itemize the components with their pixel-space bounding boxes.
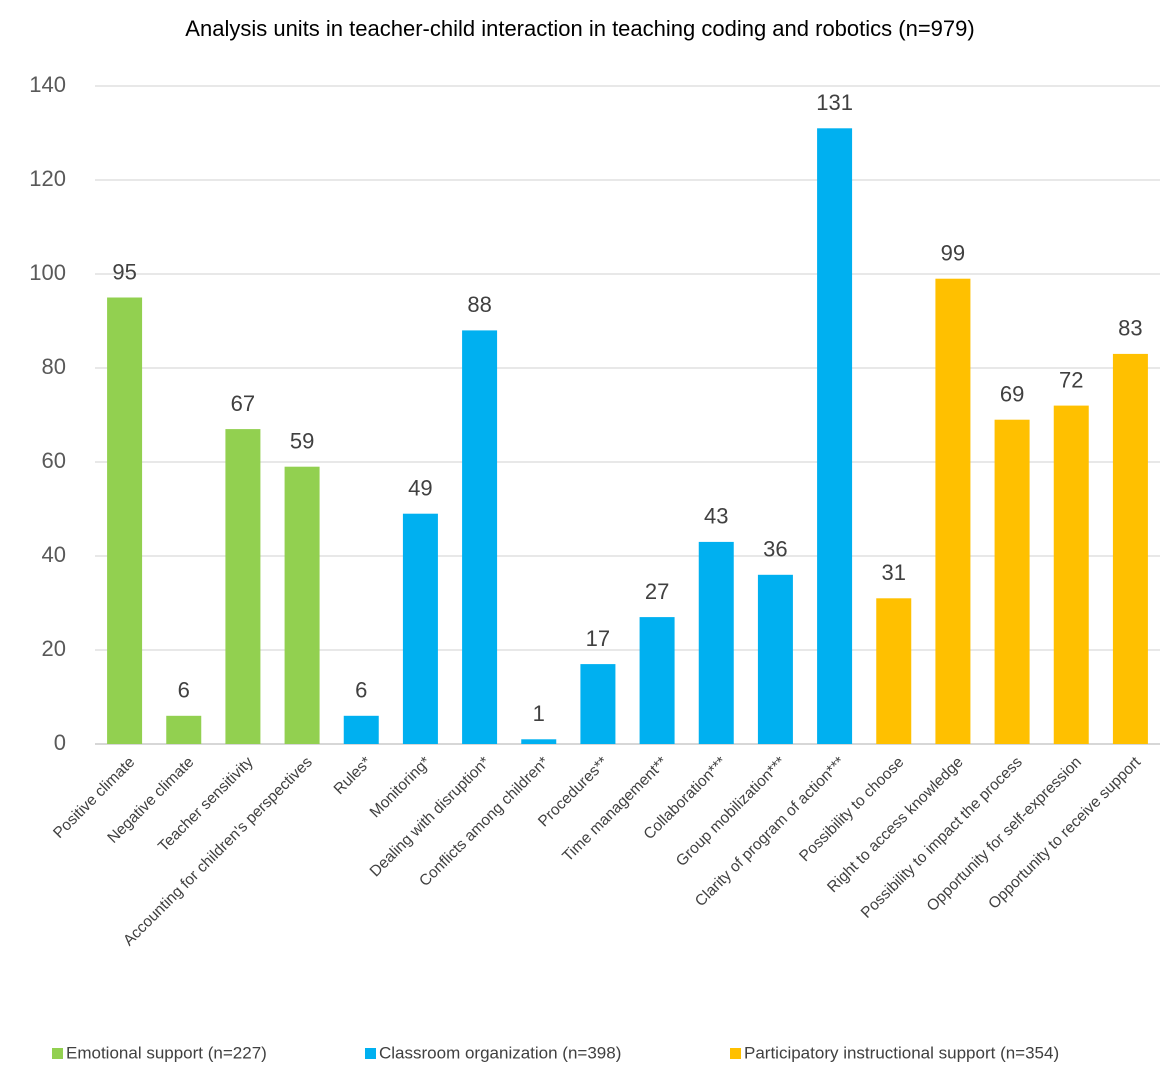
data-label: 6 [355,678,367,703]
data-label: 67 [231,391,255,416]
legend-label: Classroom organization (n=398) [379,1043,621,1062]
data-label: 69 [1000,382,1024,407]
bar [698,541,734,744]
data-label: 1 [533,701,545,726]
data-label: 43 [704,504,728,529]
y-tick-label: 120 [29,166,66,191]
data-label: 31 [882,560,906,585]
bar [639,617,675,744]
y-tick-label: 100 [29,260,66,285]
bar [757,574,793,744]
y-tick-label: 60 [42,448,66,473]
bar [284,466,320,744]
bar [994,419,1030,744]
data-label: 88 [467,292,491,317]
x-tick-label: Time management** [559,754,671,866]
data-label: 99 [941,241,965,266]
bar [107,297,143,744]
data-label: 49 [408,476,432,501]
bar [225,429,261,744]
data-label: 72 [1059,367,1083,392]
data-label: 6 [178,678,190,703]
bar [580,664,616,744]
bar [343,715,379,744]
x-tick-label: Possibility to choose [796,754,907,865]
y-tick-label: 80 [42,354,66,379]
bar [1053,405,1089,744]
data-label: 27 [645,579,669,604]
y-tick-label: 0 [54,730,66,755]
data-label: 36 [763,537,787,562]
legend-swatch [730,1048,741,1059]
legend-swatch [52,1048,63,1059]
bar [166,715,202,744]
x-tick-label: Group mobilization*** [673,754,789,870]
bar [402,513,438,744]
y-tick-label: 20 [42,636,66,661]
bar [817,128,853,745]
bar [1112,353,1148,744]
chart-title: Analysis units in teacher-child interact… [185,16,974,41]
y-tick-label: 40 [42,542,66,567]
legend-label: Emotional support (n=227) [66,1043,267,1062]
data-label: 83 [1118,316,1142,341]
legend-label: Participatory instructional support (n=3… [744,1043,1059,1062]
data-label: 17 [586,626,610,651]
legend-swatch [365,1048,376,1059]
x-tick-label: Dealing with disruption* [367,754,494,881]
data-label: 131 [816,90,853,115]
data-label: 95 [112,259,136,284]
x-tick-label: Rules* [331,754,375,798]
bar [876,598,912,744]
bar [521,739,557,744]
bar [462,330,498,744]
data-label: 59 [290,429,314,454]
bar [935,278,971,744]
y-tick-label: 140 [29,72,66,97]
